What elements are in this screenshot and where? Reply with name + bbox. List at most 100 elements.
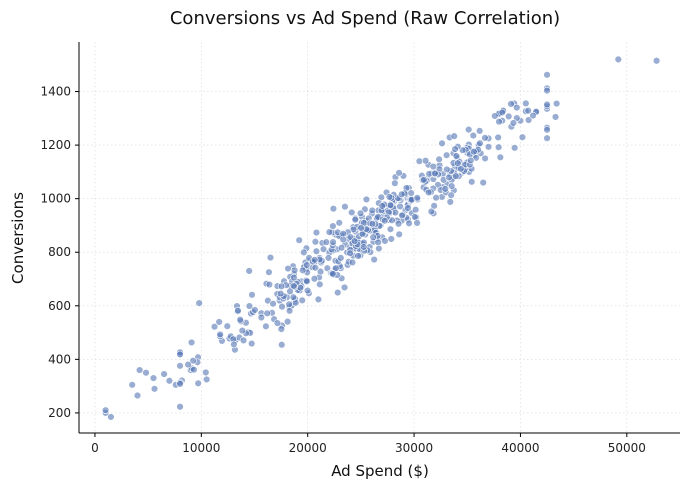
scatter-point (479, 178, 487, 187)
scatter-point (394, 220, 403, 228)
scatter-point (494, 143, 503, 151)
scatter-point (316, 267, 325, 276)
scatter-point (135, 366, 144, 374)
scatter-point (337, 254, 345, 262)
scatter-point (543, 71, 551, 79)
scatter-point (316, 280, 324, 289)
scatter-point (522, 99, 530, 108)
scatter-point (447, 191, 455, 199)
scatter-point (311, 238, 320, 246)
scatter-point (184, 360, 192, 369)
scatter-point (238, 326, 247, 335)
scatter-point (481, 134, 489, 142)
scatter-point (262, 322, 270, 331)
scatter-point (524, 106, 532, 115)
scatter-point (329, 270, 337, 278)
scatter-point (312, 247, 321, 255)
scatter-point (438, 139, 446, 148)
scatter-point (518, 133, 527, 141)
scatter-point (411, 205, 420, 214)
scatter-point (391, 179, 399, 187)
scatter-point (290, 282, 298, 290)
scatter-point (202, 368, 210, 377)
scatter-point (310, 275, 319, 283)
scatter-point (368, 206, 376, 215)
scatter-point (348, 258, 357, 267)
scatter-point (286, 287, 294, 296)
scatter-point (386, 225, 395, 233)
scatter-point (386, 201, 395, 210)
scatter-point (334, 288, 342, 297)
scatter-point (413, 219, 421, 227)
scatter-point (290, 266, 299, 274)
x-tick-label: 0 (91, 441, 99, 455)
scatter-point (176, 362, 184, 370)
scatter-point (496, 153, 505, 162)
scatter-point (495, 118, 503, 126)
scatter-point (265, 280, 274, 289)
scatter-point (405, 219, 413, 228)
scatter-point (524, 116, 533, 124)
scatter-point (278, 302, 286, 311)
scatter-point (276, 289, 285, 298)
y-tick-label: 400 (48, 352, 71, 366)
y-tick-label: 1400 (40, 85, 71, 99)
scatter-point (513, 103, 521, 112)
scatter-point (223, 322, 232, 330)
scatter-point (450, 132, 458, 140)
scatter-point (310, 256, 319, 264)
y-tick-label: 200 (48, 406, 71, 420)
scatter-point (176, 403, 184, 411)
scatter-point (202, 375, 211, 384)
scatter-point (325, 228, 334, 236)
scatter-point (142, 369, 150, 377)
scatter-point (457, 165, 465, 173)
scatter-point (387, 235, 395, 243)
scatter-point (469, 131, 477, 140)
scatter-point (329, 205, 338, 213)
scatter-point (296, 284, 305, 292)
y-tick-label: 1000 (40, 192, 71, 206)
scatter-point (395, 230, 403, 239)
chart-title: Conversions vs Ad Spend (Raw Correlation… (170, 8, 560, 29)
scatter-point (420, 176, 428, 184)
scatter-point (448, 182, 456, 190)
scatter-point (378, 202, 386, 210)
scatter-point (498, 108, 506, 117)
scatter-point (248, 291, 256, 299)
scatter-point (176, 380, 184, 388)
scatter-point (354, 252, 362, 260)
scatter-point (543, 126, 551, 134)
scatter-point (285, 307, 294, 315)
scatter-point (319, 245, 328, 253)
scatter-point (494, 133, 502, 142)
scatter-point (404, 204, 412, 212)
axes-layer (78, 42, 680, 434)
scatter-point (424, 188, 433, 197)
x-axis-title: Ad Spend ($) (331, 462, 429, 480)
scatter-point (441, 185, 449, 193)
scatter-point (340, 283, 349, 292)
scatter-point (236, 316, 244, 324)
y-tick-label: 800 (48, 245, 71, 259)
scatter-point (101, 406, 110, 414)
scatter-point (476, 139, 484, 147)
scatter-point (429, 162, 438, 171)
scatter-point (465, 125, 473, 134)
scatter-point (481, 154, 489, 163)
scatter-point (385, 193, 394, 201)
scatter-point (421, 157, 430, 165)
scatter-point (195, 299, 203, 307)
scatter-point (189, 357, 197, 365)
scatter-point (277, 325, 286, 333)
scatter-point (445, 173, 453, 182)
scatter-point (285, 300, 293, 309)
scatter-point (324, 254, 333, 262)
x-tick-label: 20000 (289, 441, 327, 455)
scatter-point (543, 134, 551, 142)
scatter-point (265, 268, 273, 276)
points-layer (101, 55, 661, 421)
scatter-point (300, 248, 308, 257)
scatter-point (278, 341, 286, 349)
